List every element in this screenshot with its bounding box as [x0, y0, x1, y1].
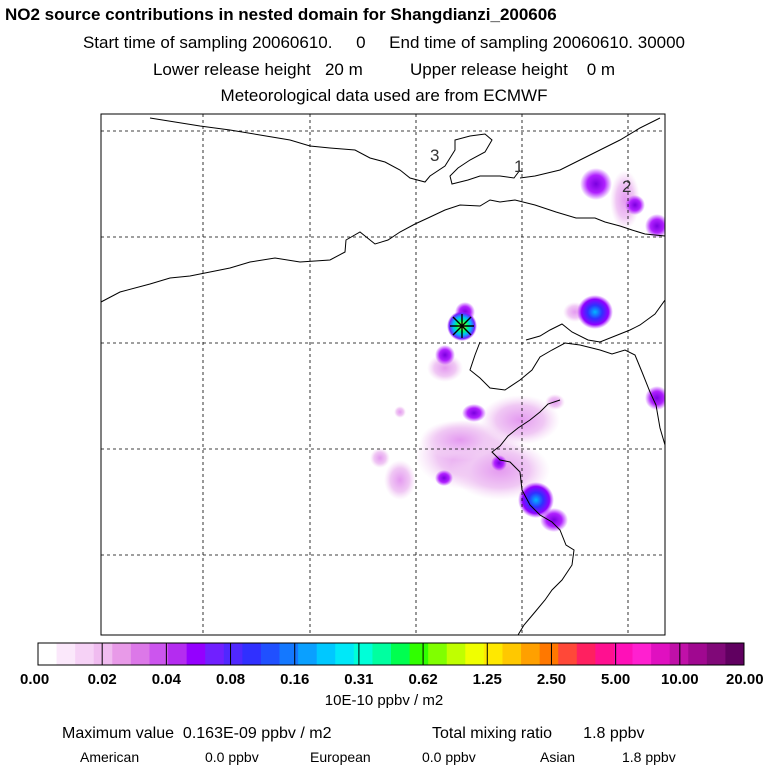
- grid-label: 2: [622, 177, 631, 196]
- colorbar-cell: [56, 643, 76, 665]
- colorbar-cell: [242, 643, 262, 665]
- met-data-line: Meteorological data used are from ECMWF: [220, 86, 548, 105]
- colorbar-cell: [112, 643, 132, 665]
- total-mixing-label: Total mixing ratio: [432, 725, 553, 742]
- max-value: 0.163E-09 ppbv / m2: [182, 725, 332, 742]
- lower-height-value: 20 m: [324, 60, 363, 79]
- release-height-line: Lower release height 20 m Upper release …: [0, 60, 768, 80]
- receptor-marker-icon: [450, 314, 474, 338]
- colorbar-cell: [38, 643, 57, 665]
- colorbar-cell: [539, 643, 559, 665]
- colorbar-cell: [391, 643, 410, 665]
- colorbar-cell: [168, 643, 188, 665]
- colorbar-cell: [521, 643, 541, 665]
- colorbar-cell: [93, 643, 113, 665]
- colorbar-cell: [576, 643, 596, 665]
- region-asian-label: Asian: [540, 749, 576, 765]
- colorbar-cell: [130, 643, 150, 665]
- colorbar-cell: [205, 643, 225, 665]
- colorbar-cell: [632, 643, 652, 665]
- region-asian-value: 1.8 ppbv: [622, 749, 676, 765]
- colorbar-cell: [186, 643, 206, 665]
- grid-label: 3: [430, 146, 439, 165]
- plot-frame: [100, 113, 666, 636]
- colorbar-cell: [428, 643, 448, 665]
- colorbar-cell: [446, 643, 466, 665]
- total-mixing-line: Total mixing ratio 1.8 ppbv: [432, 725, 645, 743]
- colorbar-tick-label: 0.31: [344, 671, 373, 688]
- end-time-label: End time of sampling: [389, 33, 548, 52]
- sampling-time-line: Start time of sampling 20060610. 0 End t…: [0, 33, 768, 53]
- colorbar-cell: [669, 643, 689, 665]
- colorbar-cell: [149, 643, 169, 665]
- upper-height-label: Upper release height: [409, 60, 568, 79]
- colorbar-tick-labels: 0.00 0.02 0.04 0.08 0.16 0.31 0.62 1.25 2.50 5.00…: [20, 643, 764, 688]
- colorbar-cell: [75, 643, 95, 665]
- region-european-value: 0.0 ppbv: [422, 749, 476, 765]
- colorbar-cell: [223, 643, 243, 665]
- upper-height-value: 0 m: [586, 60, 616, 79]
- region-european-label: European: [310, 749, 371, 765]
- colorbar-tick-label: 0.62: [408, 671, 437, 688]
- colorbar-tick-label: 1.25: [473, 671, 502, 688]
- colorbar-tick-label: 2.50: [537, 671, 566, 688]
- colorbar-cell: [688, 643, 708, 665]
- coastlines: [101, 117, 665, 635]
- chart-title: NO2 source contributions in nested domai…: [5, 5, 557, 24]
- colorbar-cell: [409, 643, 429, 665]
- colorbar-cell: [316, 643, 336, 665]
- colorbar-tick-label: 0.08: [216, 671, 245, 688]
- colorbar-cell: [260, 643, 280, 665]
- colorbar-cell: [706, 643, 726, 665]
- colorbar-cell: [465, 643, 485, 665]
- colorbar-cell: [298, 643, 318, 665]
- concentration-field: [370, 168, 665, 532]
- colorbar-cell: [483, 643, 503, 665]
- colorbar-tick-label: 5.00: [601, 671, 630, 688]
- start-time-label: Start time of sampling: [82, 33, 248, 52]
- colorbar-cell: [353, 643, 373, 665]
- colorbar-cell: [372, 643, 392, 665]
- colorbar-cell: [613, 643, 633, 665]
- end-time-value: 20060610. 30000: [552, 33, 686, 52]
- colorbar-cell: [595, 643, 615, 665]
- colorbar-cell: [502, 643, 522, 665]
- start-time-value: 20060610. 0: [252, 33, 366, 52]
- colorbar-cell: [651, 643, 671, 665]
- max-value-line: Maximum value 0.163E-09 ppbv / m2: [62, 725, 331, 743]
- colorbar-cell: [558, 643, 578, 665]
- colorbar-cell: [725, 643, 745, 665]
- colorbar-tick-label: 0.00: [20, 671, 49, 688]
- colorbar-tick-label: 10.00: [661, 671, 699, 688]
- colorbar-tick-label: 0.04: [152, 671, 182, 688]
- colorbar-cell: [279, 643, 299, 665]
- colorbar-cell: [335, 643, 355, 665]
- lat-lon-grid: [101, 114, 665, 635]
- region-american-value: 0.0 ppbv: [205, 749, 259, 765]
- region-american-label: American: [80, 749, 140, 765]
- colorbar-tick-label: 20.00: [726, 671, 764, 688]
- colorbar-units: 10E-10 ppbv / m2: [324, 692, 444, 709]
- max-value-label: Maximum value: [62, 725, 175, 742]
- colorbar-tick-label: 0.16: [280, 671, 309, 688]
- grid-label: 1: [514, 157, 523, 176]
- colorbar: [38, 643, 745, 665]
- colorbar-tick-label: 0.02: [88, 671, 117, 688]
- total-mixing-value: 1.8 ppbv: [583, 725, 645, 742]
- lower-height-label: Lower release height: [152, 60, 311, 79]
